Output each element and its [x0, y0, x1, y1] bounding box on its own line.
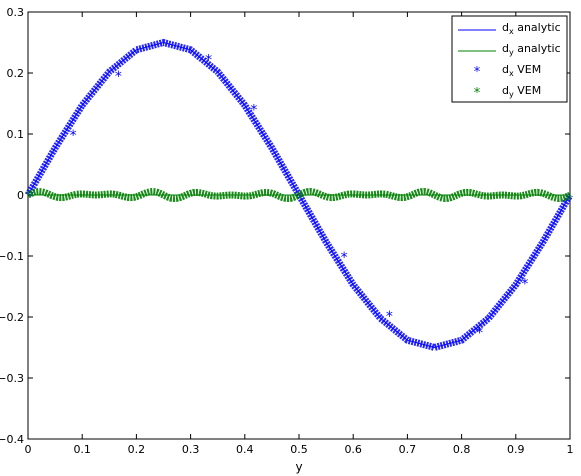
legend-swatch-dy-vem: *: [474, 86, 481, 101]
dx-vem-marker: *: [250, 103, 257, 119]
y-tick-label: 0.3: [7, 6, 25, 19]
x-tick-label: 0.3: [182, 443, 200, 456]
y-tick-label: 0: [17, 189, 24, 202]
x-tick-label: 0.7: [399, 443, 417, 456]
series-dy-vem-dense-band: [26, 187, 572, 203]
dx-vem-marker: *: [70, 128, 77, 144]
dx-vem-marker: *: [386, 309, 393, 325]
dx-vem-marker: *: [115, 69, 122, 85]
legend-entry-dy-vem: dy VEM: [502, 84, 541, 99]
y-tick-label: −0.3: [0, 372, 24, 385]
x-tick-label: 0.2: [128, 443, 146, 456]
dx-vem-marker: *: [205, 53, 212, 69]
y-tick-label: −0.1: [0, 250, 24, 263]
y-tick-label: −0.2: [0, 311, 24, 324]
x-tick-label: 0.4: [236, 443, 254, 456]
y-tick-label: 0.2: [7, 67, 25, 80]
y-tick-label: −0.4: [0, 433, 24, 446]
x-tick-label: 0.5: [290, 443, 308, 456]
y-tick-label: 0.1: [7, 128, 25, 141]
legend-swatch-dx-vem: *: [474, 65, 481, 80]
x-tick-label: 0.8: [453, 443, 471, 456]
legend-entry-dx-vem: dx VEM: [502, 63, 541, 78]
dx-vem-marker: *: [476, 325, 483, 341]
legend-entry-dx-analytic: dx analytic: [502, 21, 561, 36]
x-tick-label: 1: [567, 443, 574, 456]
legend-entry-dy-analytic: dy analytic: [502, 42, 561, 57]
legend: dx analytic dy analytic * dx VEM * dy VE…: [451, 15, 568, 103]
x-axis-label: y: [295, 460, 302, 474]
x-tick-label: 0.1: [73, 443, 91, 456]
x-tick-label: 0.6: [344, 443, 362, 456]
x-tick-label: 0: [25, 443, 32, 456]
x-tick-label: 0.9: [507, 443, 525, 456]
dx-vem-marker: *: [521, 276, 528, 292]
dx-vem-marker: *: [341, 250, 348, 266]
